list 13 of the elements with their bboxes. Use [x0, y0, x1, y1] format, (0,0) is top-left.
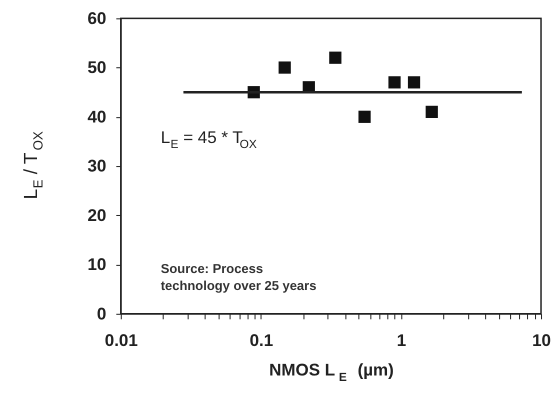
y-tick-label: 10	[87, 255, 106, 274]
y-tick-label: 0	[96, 304, 106, 324]
annotation: Source: Process technology over 25 years	[160, 260, 316, 293]
y-tick-label: 30	[87, 156, 106, 176]
y-tick-label: 60	[87, 8, 106, 28]
x-tick-label: 0.01	[104, 331, 138, 350]
y-tick-label: 40	[87, 107, 106, 126]
x-tick-label: 10	[532, 331, 551, 350]
x-tick-label: 0.1	[250, 331, 274, 350]
y-axis-title: LE / TOX	[20, 131, 46, 200]
y-tick-label: 50	[87, 58, 106, 78]
y-tick-label: 20	[87, 206, 106, 225]
x-tick-label: 1	[396, 331, 406, 350]
